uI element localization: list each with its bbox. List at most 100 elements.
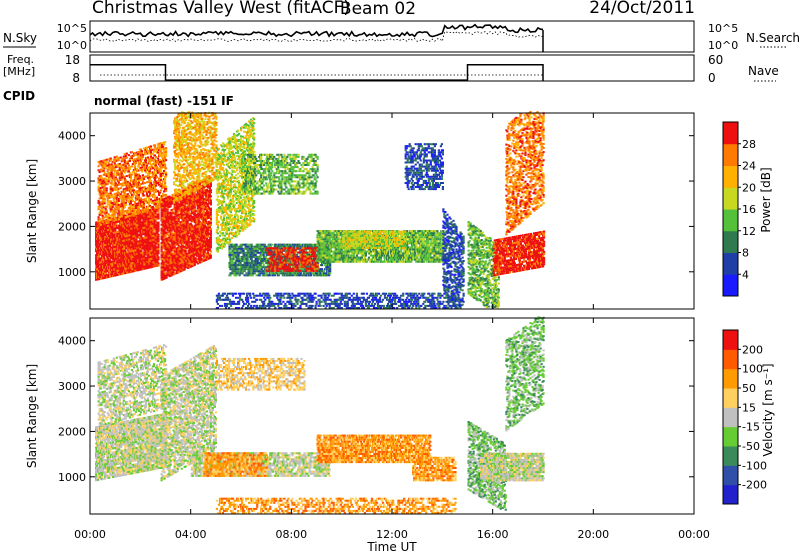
power-cell (146, 240, 149, 243)
power-cell (176, 222, 179, 225)
power-cell (129, 246, 132, 249)
power-cell (192, 176, 195, 179)
power-cell (174, 125, 177, 128)
power-cell (157, 256, 160, 259)
power-cell (134, 251, 137, 254)
power-cell (187, 126, 190, 129)
power-cell (194, 183, 197, 186)
power-cell (121, 174, 124, 177)
power-cell (142, 204, 146, 207)
power-cell (200, 211, 203, 214)
power-cell (202, 251, 205, 254)
power-cell (203, 198, 206, 201)
power-cell (120, 170, 123, 173)
power-cell (183, 260, 186, 263)
power-cell (209, 219, 212, 222)
power-cell (149, 254, 152, 256)
power-cell (105, 158, 108, 161)
power-cell (190, 120, 193, 123)
power-cell (162, 192, 165, 195)
power-cell (185, 115, 188, 117)
power-cell (185, 247, 188, 250)
noise-panel-frame (89, 20, 695, 53)
power-cell (118, 162, 121, 165)
power-cell (104, 208, 107, 210)
power-cell (113, 168, 116, 171)
power-cell (177, 244, 180, 247)
power-cell (114, 170, 117, 173)
power-cell (127, 267, 130, 270)
power-cell (103, 202, 106, 205)
power-cell (133, 164, 136, 167)
power-cell (151, 206, 155, 208)
power-cell (112, 203, 115, 206)
power-cell (148, 260, 151, 263)
power-cell (181, 113, 184, 116)
power-cell (150, 227, 153, 230)
power-cell (117, 159, 120, 162)
power-cell (144, 171, 148, 174)
power-cell (152, 230, 155, 233)
power-cell (201, 194, 204, 197)
power-cell (182, 184, 185, 187)
power-cell (193, 161, 196, 164)
power-cell (204, 220, 207, 223)
power-cell (140, 221, 143, 224)
power-cell (180, 233, 183, 235)
power-cell (194, 150, 197, 153)
noise-left-tick-top: 10^5 (57, 22, 87, 35)
power-cell (171, 210, 174, 213)
power-cell (154, 220, 157, 223)
power-cell (192, 155, 195, 158)
power-cell (166, 210, 169, 213)
power-cell (177, 156, 180, 159)
power-cell (105, 193, 108, 196)
power-cell (107, 194, 110, 197)
power-cell (186, 179, 189, 182)
power-cell (95, 229, 98, 232)
power-cell (208, 226, 211, 229)
power-cell (105, 209, 108, 212)
power-cell (189, 139, 192, 142)
power-cell (102, 169, 105, 172)
power-cell (102, 196, 105, 199)
power-cell (193, 134, 196, 137)
power-cell (117, 208, 120, 211)
power-cell (208, 187, 211, 190)
power-cell (202, 247, 205, 250)
power-cell (209, 191, 212, 194)
power-cell (185, 157, 188, 160)
power-cell (154, 162, 158, 165)
power-cell (190, 136, 193, 139)
power-cell (147, 197, 151, 199)
power-cell (102, 210, 105, 213)
power-cell (132, 189, 135, 192)
power-cell (182, 215, 185, 218)
station-title: Christmas Valley West (fitACF) (92, 0, 350, 18)
power-cell (151, 189, 155, 192)
power-cell (180, 164, 183, 167)
power-cell (154, 164, 158, 167)
power-cell (127, 194, 130, 197)
power-cell (206, 231, 209, 234)
power-cell (165, 221, 168, 224)
power-cell (102, 216, 105, 219)
power-cell (112, 195, 115, 198)
power-cell (149, 151, 153, 154)
power-cell (131, 195, 134, 198)
power-cell (186, 222, 189, 225)
power-cell (193, 165, 196, 168)
power-cell (107, 180, 110, 183)
power-cell (132, 193, 135, 196)
power-cell (119, 254, 122, 257)
power-cell (100, 213, 103, 216)
power-cell (127, 226, 130, 229)
power-cell (151, 173, 155, 176)
power-cell (186, 153, 189, 156)
power-cell (192, 115, 195, 117)
power-cell (139, 248, 142, 251)
power-cell (128, 238, 131, 241)
power-cell (181, 160, 184, 163)
power-cell (140, 152, 143, 155)
power-cell (109, 186, 112, 188)
